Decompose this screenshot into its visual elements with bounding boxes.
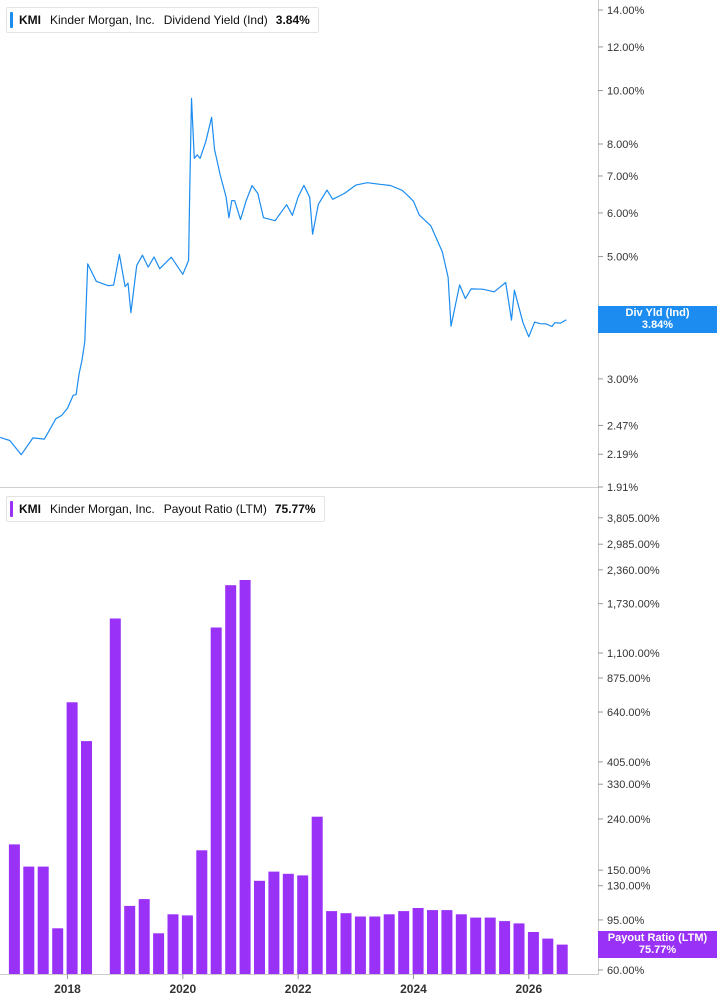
payout-bar [441,910,453,974]
legend-dividend-yield[interactable]: KMI Kinder Morgan, Inc. Dividend Yield (… [6,7,319,33]
payout-bar [66,702,78,974]
payout-bar [340,913,352,974]
x-tick-label: 2024 [400,982,427,996]
payout-bar [37,866,49,974]
payout-bar [470,917,482,974]
legend-ticker: KMI [19,502,41,516]
payout-bar [499,921,511,974]
tag-value: 75.77% [638,944,677,956]
y-tick-label: 1,100.00% [607,648,660,660]
tag-label: Payout Ratio (LTM) [607,932,708,944]
payout-bar [239,580,251,974]
y-tick-label: 3,805.00% [607,513,660,525]
tag-label: Div Yld (Ind) [625,307,690,319]
y-tick-label: 95.00% [607,915,645,927]
tag-value: 3.84% [641,319,674,331]
payout-bar [383,914,395,974]
legend-color-swatch [10,501,13,517]
x-tick-label: 2020 [169,982,196,996]
legend-ticker: KMI [19,13,41,27]
legend-value: 75.77% [274,502,316,516]
y-tick-label: 60.00% [607,965,645,977]
y-tick-label: 640.00% [607,707,651,719]
y-tick-label: 10.00% [607,86,645,98]
y-tick-label: 2,985.00% [607,539,660,551]
payout-bar [153,933,165,974]
payout-bar [513,923,525,974]
axis-labels: 14.00% 12.00% 10.00% 8.00% 7.00% 6.00% 5.00% 3.… [54,5,660,996]
payout-bar [23,866,35,974]
payout-bar [398,911,410,974]
legend-company: Kinder Morgan, Inc. [50,502,155,516]
dividend-yield-plot [0,97,567,456]
payout-bar [138,899,150,974]
payout-bar [109,618,121,974]
payout-bar [311,816,323,974]
legend-value: 3.84% [275,13,310,27]
payout-bar [455,914,467,974]
payout-bar [210,627,222,974]
y-tick-label: 14.00% [607,5,645,17]
y-tick-label: 6.00% [607,208,638,220]
legend-payout-ratio[interactable]: KMI Kinder Morgan, Inc. Payout Ratio (LT… [6,496,325,522]
payout-bar [52,928,64,974]
y-tick-label: 5.00% [607,252,638,264]
payout-bar [369,916,381,974]
y-tick-label: 7.00% [607,171,638,183]
payout-bar [81,741,92,974]
payout-bar [8,844,20,974]
payout-bar [326,911,338,974]
y-tick-label: 405.00% [607,757,651,769]
legend-company: Kinder Morgan, Inc. [50,13,155,27]
legend-color-swatch [10,12,13,28]
payout-ratio-plot [8,580,568,974]
y-tick-label: 330.00% [607,779,651,791]
y-tick-label: 12.00% [607,42,645,54]
payout-bar [412,908,424,974]
x-tick-label: 2018 [54,982,81,996]
payout-bar [354,916,366,974]
x-tick-label: 2026 [515,982,542,996]
payout-bar [297,875,309,974]
y-tick-label: 150.00% [607,865,651,877]
y-tick-label: 240.00% [607,814,651,826]
payout-bar [124,905,136,974]
y-tick-label: 2.19% [607,449,638,461]
y-tick-label: 875.00% [607,673,651,685]
x-tick-label: 2022 [285,982,312,996]
payout-bar [484,917,496,974]
payout-bar [167,914,179,974]
y-tick-label: 1.91% [607,482,638,494]
y-tick-label: 2,360.00% [607,565,660,577]
payout-bar [282,873,294,974]
payout-bar [254,880,265,974]
y-tick-label: 3.00% [607,374,638,386]
payout-bar [268,871,280,974]
payout-bar [225,585,237,974]
payout-bar [542,938,554,974]
y-tick-label: 2.47% [607,420,638,432]
legend-metric: Payout Ratio (LTM) [163,502,267,516]
y-tick-label: 1,730.00% [607,599,660,611]
payout-bar [527,932,539,974]
payout-ratio-value-tag: Payout Ratio (LTM) 75.77% [598,931,717,958]
y-tick-label: 130.00% [607,881,651,893]
legend-metric: Dividend Yield (Ind) [163,13,268,27]
dividend-yield-line [0,97,567,456]
dividend-yield-value-tag: Div Yld (Ind) 3.84% [598,306,717,333]
payout-bar [556,944,568,974]
payout-bar [427,910,438,974]
y-tick-label: 8.00% [607,139,638,151]
payout-bar [196,850,208,974]
payout-bar [181,915,193,974]
